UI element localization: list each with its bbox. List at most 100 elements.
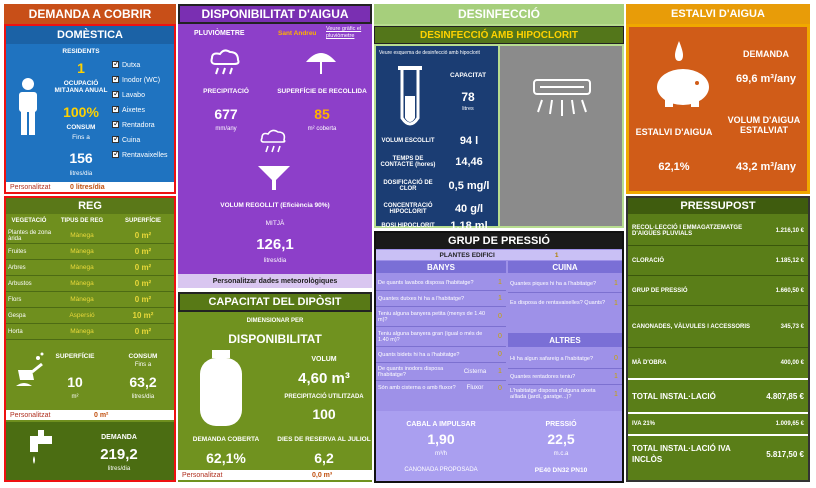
- cabal-label: CABAL A IMPULSAR: [406, 421, 476, 428]
- prec-used-value: 100: [312, 406, 336, 422]
- reg-personalitzat[interactable]: Personalitzat 0 m²: [6, 410, 174, 420]
- pressio-panel: GRUP DE PRESSIÓ PLANTES EDIFICI 1 BANYS C…: [374, 231, 624, 483]
- reg-panel: REG VEGETACIÓ TIPUS DE REG SUPERFÍCIE Pl…: [4, 196, 176, 482]
- est-value: 62,1%: [658, 161, 690, 173]
- question-row: Teniu alguna banyera gran (igual o més d…: [376, 327, 506, 347]
- personalitzar-meteo[interactable]: Personalitzar dades meteorològiques: [178, 274, 372, 288]
- mitja-label: MITJÀ: [265, 220, 285, 227]
- check-item[interactable]: Lavabo: [112, 89, 176, 105]
- vol-value: 126,1: [256, 236, 294, 253]
- table-row: TEMPS DE CONTACTE (hores) 14,46: [380, 156, 483, 168]
- tap-icon: [30, 430, 52, 464]
- reg-sup-label: SUPERFÍCIE: [55, 353, 95, 360]
- desinf-left: Veure esquema de desinfecció amb hipoclo…: [376, 46, 498, 232]
- reg-sup-unit: m²: [71, 394, 79, 400]
- rain-cloud-icon: [210, 49, 240, 75]
- aigua-header: DISPONIBILITAT D'AIGUA: [178, 4, 372, 24]
- pres-unit: m.c.a: [553, 451, 569, 457]
- cap-value: 78: [461, 90, 475, 104]
- reg-sup-value: 10: [67, 374, 83, 390]
- pluviometre-link[interactable]: Veure gràfic el pluviòmetre: [326, 26, 362, 39]
- est-dem-label: DEMANDA: [743, 49, 789, 59]
- check-item[interactable]: Dutxa: [112, 59, 176, 75]
- pluviometre-label: PLUVIÒMETRE: [194, 30, 245, 37]
- demanda-label: DEMANDA: [101, 434, 137, 441]
- table-row: Fruites Mànega 0 m²: [6, 244, 174, 260]
- banys-header: BANYS: [376, 261, 506, 273]
- sup-label: SUPERFÍCIE DE RECOLLIDA: [277, 88, 367, 95]
- table-row: CANONADES, VÀLVULES I ACCESSORIS 345,73 €: [628, 306, 808, 348]
- desinf-sub[interactable]: Veure esquema de desinfecció amb hipoclo…: [379, 50, 480, 56]
- question-row: Es disposa de rentavaixelles? Quants? 1: [510, 299, 618, 307]
- demanda-value: 219,2: [100, 446, 138, 463]
- pressupost-panel: PRESSUPOST RECOL·LECCIÓ I EMMAGATZEMATGE…: [626, 196, 810, 482]
- reg-table: Plantes de zona àrida Mànega 0 m² Fruites M…: [6, 228, 174, 340]
- check-item[interactable]: Rentadora: [112, 119, 176, 135]
- check-item[interactable]: Rentavaixelles: [112, 149, 176, 165]
- desinf-right: [500, 46, 622, 226]
- est-dem-value: 69,6 m³/any: [736, 73, 796, 85]
- domestica-panel: DOMÈSTICA RESIDENTS 1 OCUPACIÓ MITJANA A…: [4, 24, 176, 194]
- checkbox[interactable]: [112, 119, 120, 128]
- domestica-title: DOMÈSTICA: [6, 26, 174, 44]
- reg-title: REG: [6, 198, 174, 214]
- table-row: Arbustos Mànega 0 m²: [6, 276, 174, 292]
- reg-consum-unit: litres/dia: [131, 394, 155, 400]
- pressupost-header: PRESSUPOST: [628, 198, 808, 214]
- checkbox[interactable]: [112, 89, 120, 98]
- reg-consum-value: 63,2: [129, 374, 157, 390]
- question-row: Hi ha algun safareig a l'habitatge? 0: [508, 349, 622, 369]
- residents-label: RESIDENTS: [62, 48, 100, 55]
- ocupacio-label: OCUPACIÓ MITJANA ANUAL: [54, 80, 108, 94]
- prec-value: 677: [214, 106, 238, 122]
- piggy-bank-icon: [657, 41, 709, 107]
- banys-list: De quants lavabos disposa l'habitatge? 1 …: [376, 275, 506, 395]
- desinf-title: DESINFECCIÓ AMB HIPOCLORIT: [374, 26, 624, 44]
- canon-label: CANONADA PROPOSADA: [404, 467, 478, 473]
- sup-value[interactable]: 85: [314, 106, 330, 122]
- est-vol-value: 43,2 m³/any: [736, 161, 796, 173]
- canon-value: PE40 DN32 PN10: [534, 467, 588, 474]
- budget-table: RECOL·LECCIÓ I EMMAGATZEMATGE D'AIGÜES P…: [628, 216, 808, 472]
- consum-label: CONSUM: [66, 124, 96, 131]
- diposit-personalitzat[interactable]: Personalitzat 0,0 m³: [178, 470, 372, 480]
- watering-can-icon: [16, 352, 44, 386]
- checkbox[interactable]: [112, 74, 120, 83]
- sup-unit: m² coberta: [307, 126, 337, 132]
- aigua-panel: PLUVIÒMETRE Sant Andreu Veure gràfic el …: [178, 24, 372, 288]
- check-item[interactable]: Aixetes: [112, 104, 176, 120]
- check-item[interactable]: Inodor (WC): [112, 74, 176, 90]
- dies-label: DIES DE RESERVA AL JULIOL: [277, 436, 371, 443]
- personalitzat-row[interactable]: Personalitzat 0 litres/dia: [6, 182, 174, 192]
- total-row: TOTAL INSTAL·LACIÓ 4.807,85 €: [628, 380, 808, 414]
- residents-value[interactable]: 1: [77, 60, 85, 76]
- checkbox[interactable]: [112, 104, 120, 113]
- ocupacio-value[interactable]: 100%: [63, 104, 99, 120]
- cap-unit: litres: [462, 106, 474, 112]
- consum-value: 156: [69, 150, 93, 166]
- vol-unit: litres/dia: [263, 258, 287, 264]
- total-iva-row: TOTAL INSTAL·LACIÓ IVA INCLÒS 5.817,50 €: [632, 444, 804, 464]
- checkbox[interactable]: [112, 134, 120, 143]
- checkbox[interactable]: [112, 149, 120, 158]
- desinf-table: VOLUM ESCOLLIT 94 l TEMPS DE CONTACTE (ho…: [376, 132, 498, 232]
- vol-label: VOLUM REGOLLIT (Eficiència 90%): [220, 202, 330, 209]
- col-vegetacio: VEGETACIÓ: [11, 218, 47, 224]
- table-row: GRUP DE PRESSIÓ 1.660,50 €: [628, 276, 808, 306]
- question-row: De quants lavabos disposa l'habitatge? 1: [376, 275, 506, 291]
- checkbox[interactable]: [112, 59, 120, 68]
- consum-sub: Fins a: [72, 134, 90, 141]
- cuina-header: CUINA: [508, 261, 622, 273]
- iva-row: IVA 21% 1.009,65 €: [628, 414, 808, 436]
- question-row: Quants bidets hi ha a l'habitatge? 0: [376, 347, 506, 363]
- lloc-select[interactable]: Sant Andreu: [278, 30, 317, 37]
- pressio-header: GRUP DE PRESSIÓ: [376, 233, 622, 249]
- prec-label: PRECIPITACIÓ: [203, 88, 249, 95]
- dem-value-dip: 62,1%: [206, 450, 246, 466]
- altres-header: ALTRES: [508, 333, 622, 347]
- test-tube-icon: [398, 66, 422, 126]
- disp-label[interactable]: DISPONIBILITAT: [228, 332, 322, 346]
- uv-lamp-icon: [533, 79, 591, 116]
- question-row: De quants inodors disposa l'habitatge? Ci…: [376, 363, 506, 381]
- check-item[interactable]: Cuina: [112, 134, 176, 150]
